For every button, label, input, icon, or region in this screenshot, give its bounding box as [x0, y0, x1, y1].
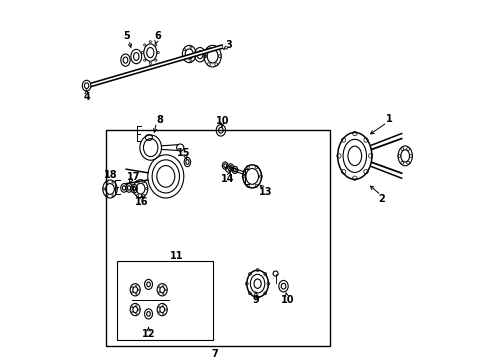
Text: 15: 15 — [177, 148, 191, 158]
Text: 9: 9 — [252, 294, 259, 305]
Text: 18: 18 — [104, 170, 118, 180]
Text: 16: 16 — [135, 197, 148, 207]
Text: 4: 4 — [83, 92, 90, 102]
Text: 6: 6 — [154, 31, 161, 41]
Text: 12: 12 — [142, 329, 155, 339]
Text: 10: 10 — [216, 116, 229, 126]
Text: 11: 11 — [170, 251, 183, 261]
Text: 14: 14 — [221, 174, 235, 184]
Text: 13: 13 — [259, 186, 272, 197]
Bar — [106, 130, 330, 346]
Text: 7: 7 — [211, 348, 218, 359]
Text: 2: 2 — [378, 194, 385, 204]
Text: 5: 5 — [123, 31, 130, 41]
Text: 10: 10 — [281, 294, 294, 305]
Text: 1: 1 — [386, 114, 392, 124]
Bar — [117, 261, 213, 340]
Text: 3: 3 — [225, 40, 232, 50]
Text: 17: 17 — [126, 172, 140, 182]
Text: 8: 8 — [156, 115, 163, 125]
